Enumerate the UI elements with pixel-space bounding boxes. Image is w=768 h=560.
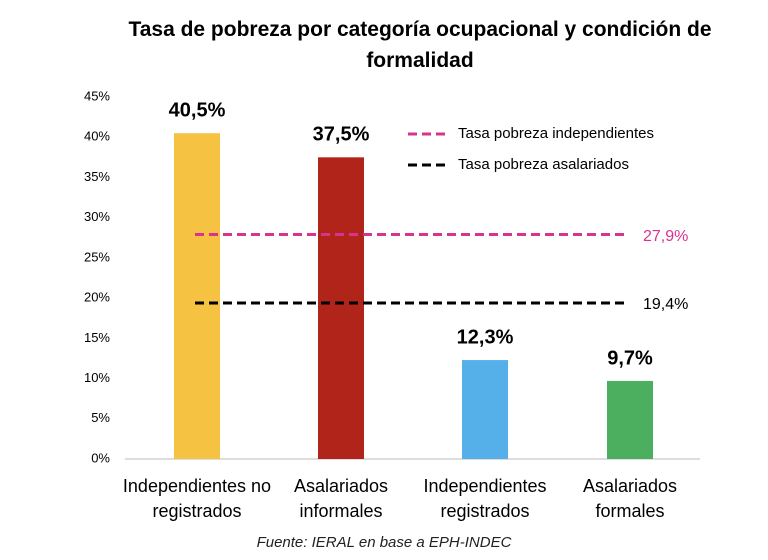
x-tick-label: Independientes registrados bbox=[423, 476, 547, 521]
value-label: 12,3% bbox=[457, 326, 514, 348]
legend-label: Tasa pobreza asalariados bbox=[458, 156, 629, 173]
x-tick-label: Asalariados informales bbox=[293, 476, 389, 521]
bar bbox=[462, 360, 508, 459]
y-tick-label: 45% bbox=[84, 88, 110, 103]
y-tick-label: 5% bbox=[91, 410, 110, 425]
legend-label: Tasa pobreza independientes bbox=[458, 125, 654, 142]
chart-title: Tasa de pobreza por categoría ocupaciona… bbox=[128, 18, 712, 72]
value-label: 37,5% bbox=[313, 124, 370, 146]
y-tick-label: 35% bbox=[84, 169, 110, 184]
reference-label: 27,9% bbox=[643, 228, 688, 245]
x-tick-label: Asalariados formales bbox=[582, 476, 678, 521]
source-note: Fuente: IERAL en base a EPH-INDEC bbox=[256, 534, 512, 551]
y-tick-label: 25% bbox=[84, 249, 110, 264]
bar bbox=[318, 157, 364, 460]
bar bbox=[607, 380, 653, 459]
value-label: 40,5% bbox=[169, 99, 226, 121]
x-tick-label: Independientes no registrados bbox=[122, 476, 272, 521]
reference-label: 19,4% bbox=[643, 296, 688, 313]
y-tick-label: 30% bbox=[84, 209, 110, 224]
y-tick-label: 10% bbox=[84, 370, 110, 385]
value-label: 9,7% bbox=[607, 347, 653, 369]
y-tick-label: 0% bbox=[91, 450, 110, 465]
y-tick-label: 40% bbox=[84, 129, 110, 144]
bar bbox=[174, 133, 220, 459]
y-tick-label: 20% bbox=[84, 290, 110, 305]
y-tick-label: 15% bbox=[84, 330, 110, 345]
